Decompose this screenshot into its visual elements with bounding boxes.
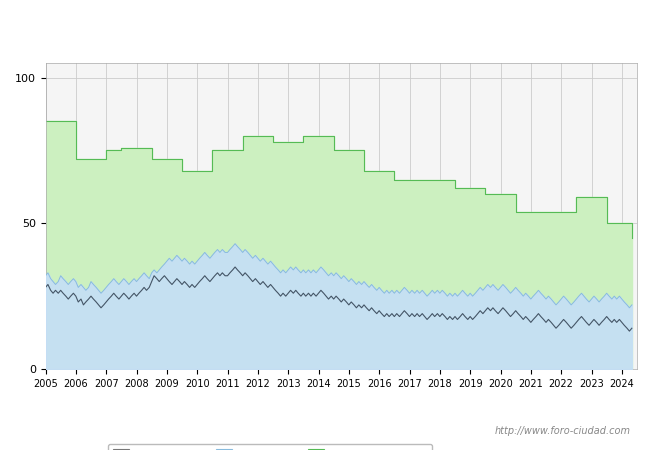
Text: http://www.foro-ciudad.com: http://www.foro-ciudad.com xyxy=(495,427,630,436)
Text: Alconchel de la Estrella - Evolucion de la poblacion en edad de Trabajar Mayo de: Alconchel de la Estrella - Evolucion de … xyxy=(70,21,580,33)
Legend: Ocupados, Parados, Hab. entre 16-64: Ocupados, Parados, Hab. entre 16-64 xyxy=(108,444,432,450)
